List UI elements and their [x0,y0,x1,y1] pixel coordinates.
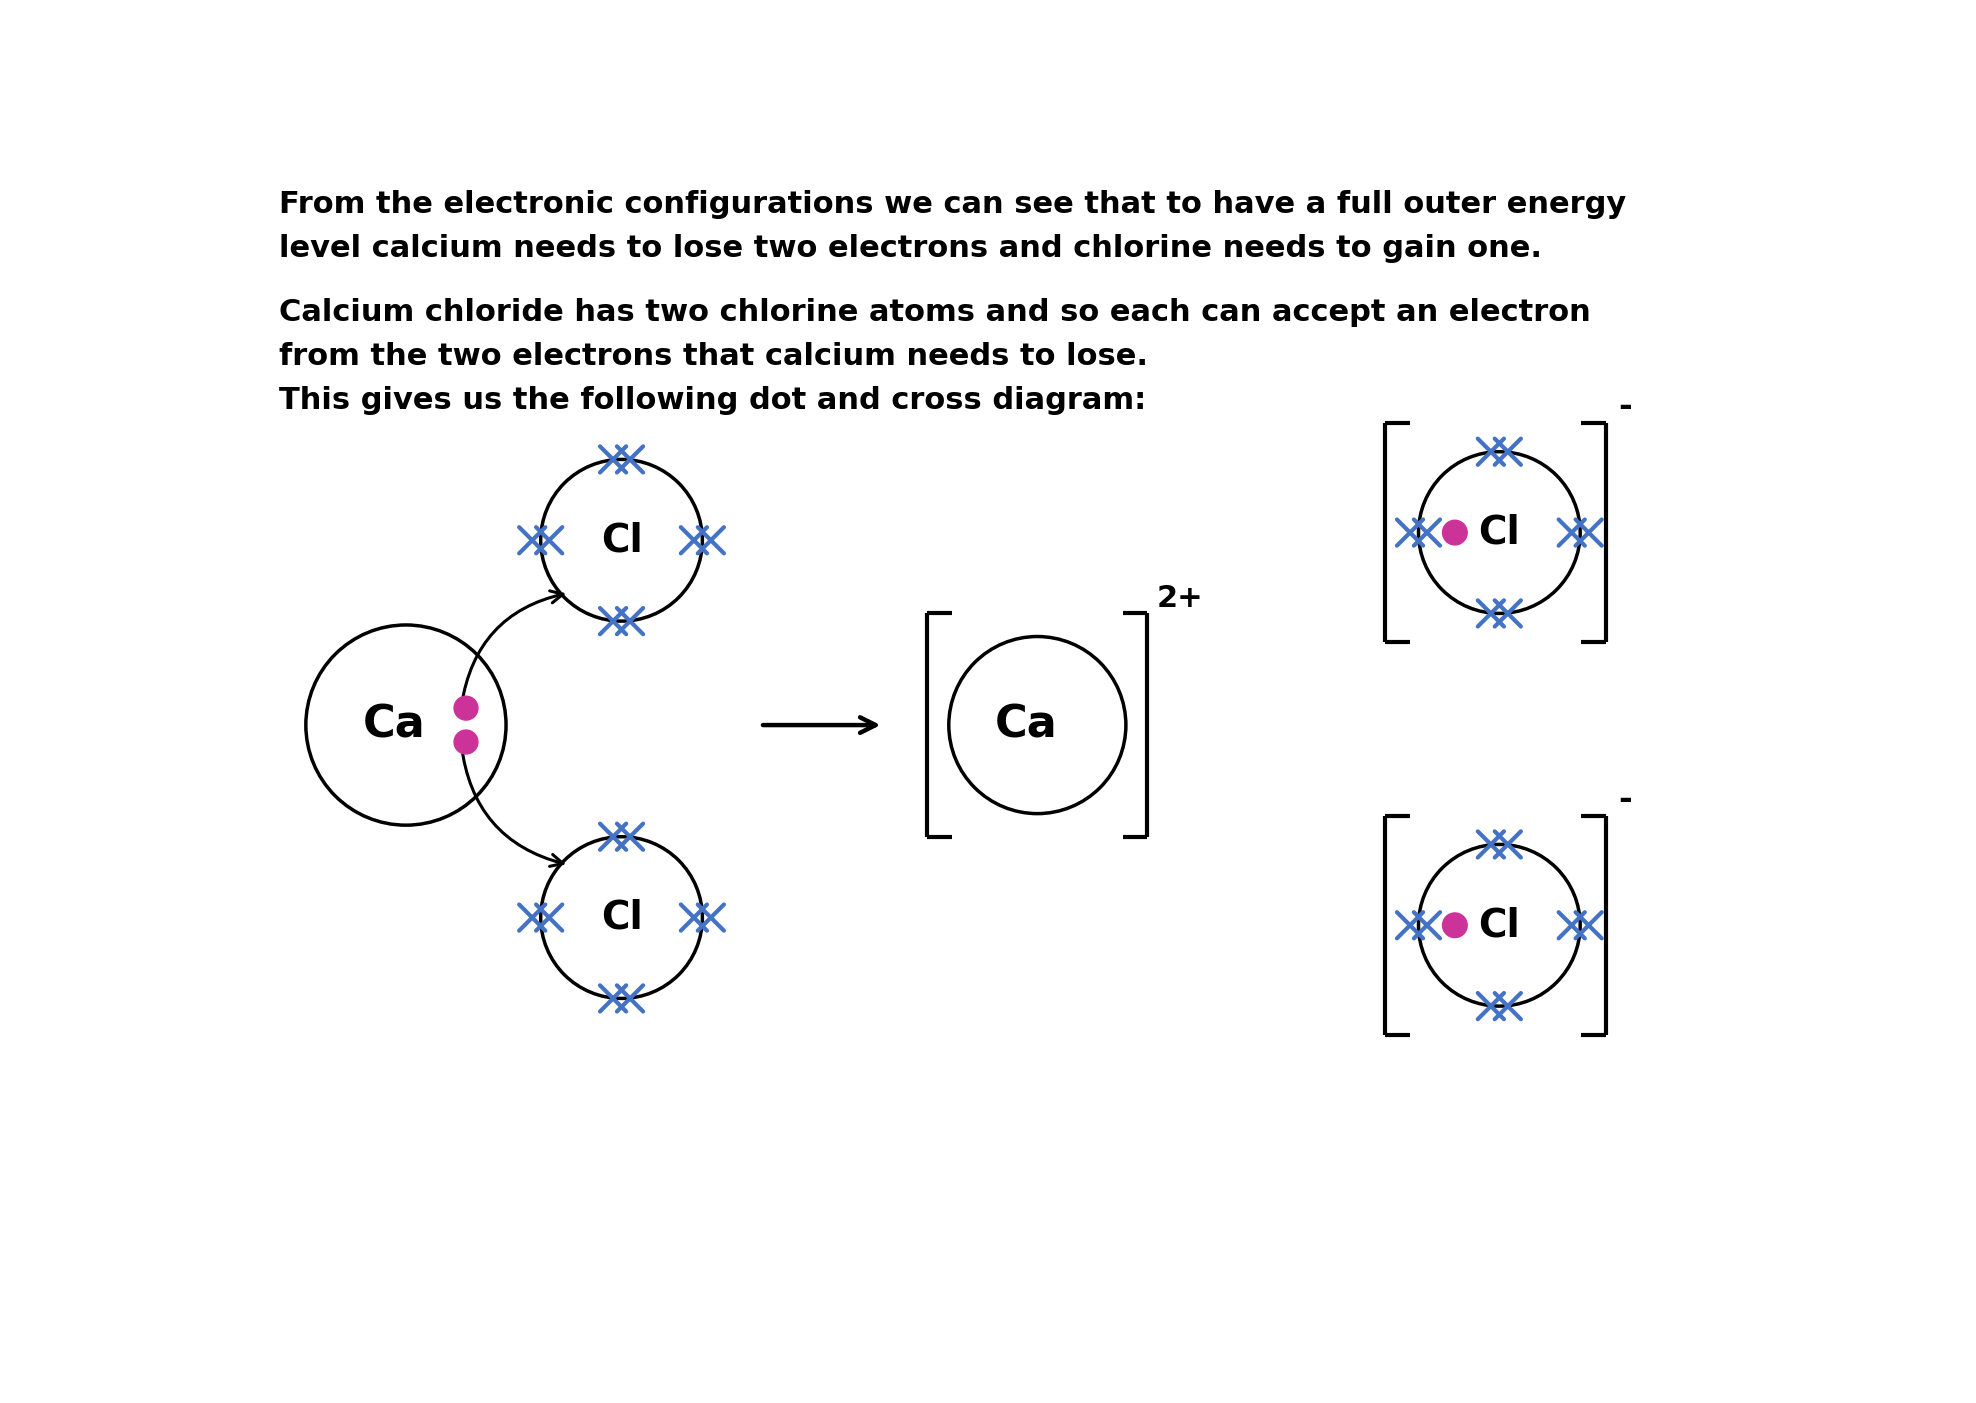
Text: From the electronic configurations we can see that to have a full outer energy
l: From the electronic configurations we ca… [279,189,1626,262]
Text: -: - [1618,390,1632,424]
Circle shape [1442,913,1468,937]
Text: 2+: 2+ [1156,585,1203,613]
Text: Ca: Ca [364,703,425,746]
Circle shape [454,696,478,720]
Text: -: - [1618,783,1632,817]
Circle shape [454,730,478,753]
Text: Cl: Cl [1478,513,1520,551]
Text: Cl: Cl [1478,906,1520,944]
Text: Cl: Cl [601,522,642,560]
Text: Ca: Ca [994,703,1057,746]
Text: Calcium chloride has two chlorine atoms and so each can accept an electron
from : Calcium chloride has two chlorine atoms … [279,297,1591,370]
Text: Cl: Cl [601,898,642,937]
Text: This gives us the following dot and cross diagram:: This gives us the following dot and cros… [279,386,1146,415]
Circle shape [1442,521,1468,544]
